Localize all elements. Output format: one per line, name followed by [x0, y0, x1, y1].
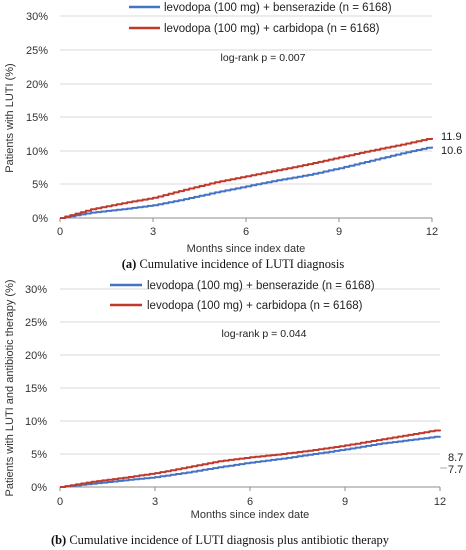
panel-b-xtick-label: 6 — [247, 496, 253, 508]
panel-b-ytick-label: 20% — [25, 350, 47, 362]
panel-a-y-axis-label: Patients with LUTI (%) — [4, 63, 16, 172]
panel-b-logrank-annotation: log-rank p = 0.044 — [222, 328, 307, 340]
panel-a-ytick-label: 15% — [26, 112, 48, 124]
panel-b-ytick-label: 0% — [31, 482, 47, 494]
panel-a-end-label-carbidopa: 11.9 — [441, 131, 462, 143]
panel-a: 30% 25% 20% 15% 10% 5% 0% 0 3 6 9 12 Pat… — [4, 2, 462, 271]
panel-a-xtick-label: 6 — [243, 226, 249, 238]
panel-b-x-axis-label: Months since index date — [191, 509, 310, 521]
panel-b-caption-text: Cumulative incidence of LUTI diagnosis p… — [66, 533, 390, 547]
panel-a-xtick-label: 9 — [336, 226, 342, 238]
panel-a-ytick-label: 0% — [32, 213, 48, 225]
panel-a-xtick-label: 0 — [57, 226, 63, 238]
series-line-carbidopa — [60, 429, 441, 488]
panel-a-ytick-label: 5% — [32, 179, 48, 191]
series-line-carbidopa — [60, 137, 433, 219]
panel-b-xtick-label: 9 — [342, 496, 348, 508]
legend-label-carbidopa: levodopa (100 mg) + carbidopa (n = 6168) — [147, 300, 363, 312]
panel-b-xtick-label: 0 — [57, 496, 63, 508]
panel-b-series — [60, 429, 441, 488]
panel-a-ytick-label: 10% — [26, 146, 48, 158]
series-line-benserazide — [60, 146, 433, 219]
panel-a-legend: levodopa (100 mg) + benserazide (n = 616… — [129, 2, 392, 35]
panel-a-caption-text: Cumulative incidence of LUTI diagnosis — [136, 257, 344, 271]
panel-a-xtick-label: 3 — [150, 226, 156, 238]
panel-b-end-label-benserazide: 7.7 — [448, 464, 463, 476]
panel-a-xtick-label: 12 — [426, 226, 438, 238]
legend-label-carbidopa: levodopa (100 mg) + carbidopa (n = 6168) — [164, 23, 380, 35]
panel-b-ytick-label: 30% — [25, 284, 47, 296]
panel-b-legend: levodopa (100 mg) + benserazide (n = 616… — [110, 280, 375, 312]
panel-b: 30% 25% 20% 15% 10% 5% 0% 0 3 6 9 12 Pat… — [4, 279, 463, 547]
panel-b-ytick-label: 25% — [25, 317, 47, 329]
panel-a-end-label-benserazide: 10.6 — [441, 145, 462, 157]
panel-a-series — [60, 137, 433, 219]
panel-b-xtick-label: 12 — [434, 496, 446, 508]
panel-b-caption-letter: (b) — [51, 533, 66, 547]
panel-b-xtick-label: 3 — [152, 496, 158, 508]
panel-a-x-axis-label: Months since index date — [187, 243, 306, 255]
panel-a-ytick-label: 30% — [26, 11, 48, 23]
panel-b-ytick-label: 10% — [25, 416, 47, 428]
panel-a-ytick-label: 20% — [26, 79, 48, 91]
legend-label-benserazide: levodopa (100 mg) + benserazide (n = 616… — [164, 2, 392, 14]
panel-b-ytick-label: 5% — [31, 449, 47, 461]
panel-b-gridlines — [60, 288, 440, 455]
panel-b-caption: (b) Cumulative incidence of LUTI diagnos… — [51, 533, 390, 547]
panel-b-ytick-label: 15% — [25, 383, 47, 395]
panel-b-x-ticks — [59, 487, 441, 491]
panel-a-x-ticks — [59, 218, 433, 222]
panel-a-caption: (a) Cumulative incidence of LUTI diagnos… — [122, 257, 345, 271]
series-line-benserazide — [60, 435, 441, 488]
panel-b-end-label-carbidopa: 8.7 — [448, 452, 463, 464]
legend-label-benserazide: levodopa (100 mg) + benserazide (n = 616… — [147, 280, 375, 292]
panel-a-logrank-annotation: log-rank p = 0.007 — [221, 52, 306, 64]
panel-a-ytick-label: 25% — [26, 45, 48, 57]
panel-a-gridlines — [60, 15, 432, 185]
panel-a-caption-letter: (a) — [122, 257, 137, 271]
panel-b-y-axis-label: Patients with LUTI and antibiotic therap… — [4, 279, 16, 496]
